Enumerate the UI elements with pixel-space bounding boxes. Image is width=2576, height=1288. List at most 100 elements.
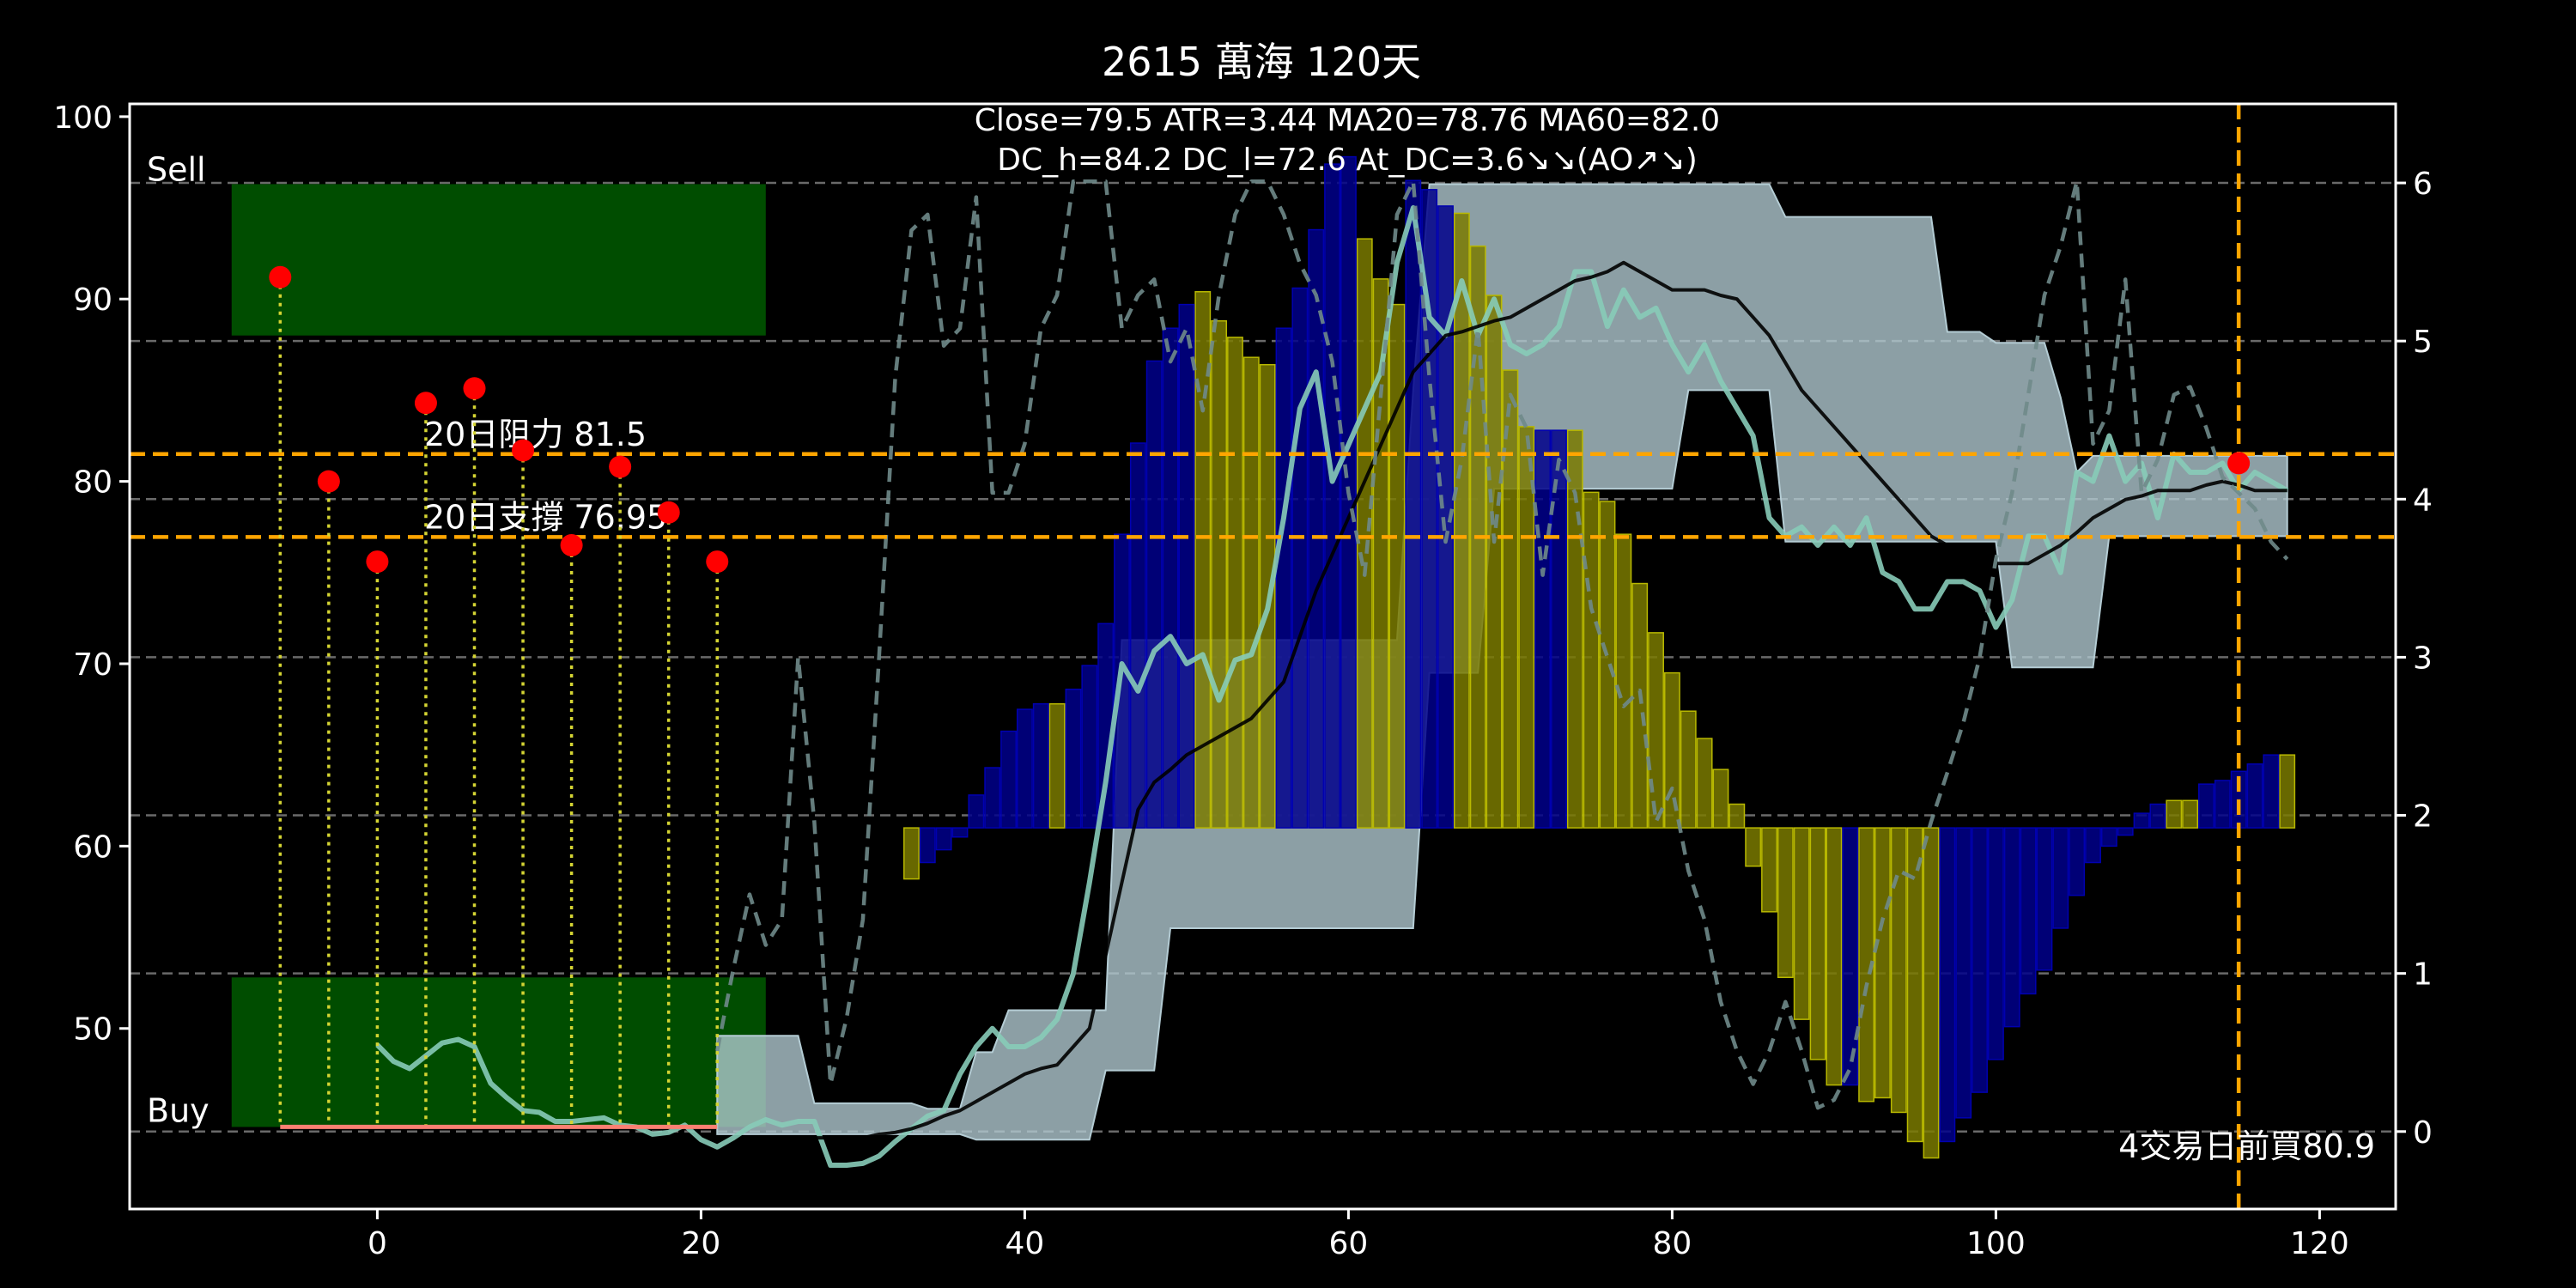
oscillator-bar: [1178, 303, 1195, 829]
oscillator-bar: [2133, 812, 2150, 829]
oscillator-bar: [903, 827, 920, 880]
signal-point: [657, 501, 680, 524]
oscillator-bar: [2149, 803, 2166, 829]
y-tick-label: 60: [73, 829, 112, 865]
y2-tick-label: 6: [2413, 167, 2433, 202]
oscillator-bar: [1712, 769, 1729, 829]
subtitle: Close=79.5 ATR=3.44 MA20=78.76 MA60=82.0: [975, 103, 1720, 138]
oscillator-bar: [1648, 632, 1664, 829]
oscillator-bar: [2117, 827, 2134, 836]
x-tick-label: 80: [1652, 1226, 1692, 1261]
y-tick-label: 100: [53, 100, 112, 136]
oscillator-bar: [1275, 327, 1292, 829]
oscillator-bar: [1728, 803, 1746, 829]
signal-point: [609, 455, 632, 478]
oscillator-bar: [2020, 827, 2037, 995]
x-tick-label: 120: [2290, 1226, 2349, 1261]
signal-point: [317, 470, 340, 493]
oscillator-bar: [1388, 303, 1406, 829]
oscillator-bar: [1858, 827, 1875, 1103]
oscillator-bar: [1437, 205, 1454, 829]
y2-tick-label: 0: [2413, 1115, 2433, 1151]
oscillator-bar: [1826, 827, 1843, 1086]
signal-point: [414, 392, 437, 415]
zone-label: Sell: [147, 150, 206, 188]
oscillator-bar: [1453, 212, 1470, 829]
oscillator-bar: [1065, 688, 1082, 829]
y2-tick-label: 3: [2413, 641, 2433, 676]
oscillator-bar: [1761, 827, 1777, 913]
oscillator-bar: [1194, 290, 1212, 829]
oscillator-bar: [1081, 665, 1098, 829]
x-tick-label: 60: [1328, 1226, 1368, 1261]
signal-point: [560, 533, 583, 556]
subtitle: DC_h=84.2 DC_l=72.6 At_DC=3.6↘↘(AO↗↘): [997, 143, 1698, 178]
oscillator-bar: [1000, 730, 1017, 829]
y2-tick-label: 1: [2413, 957, 2433, 993]
oscillator-bar: [1502, 369, 1519, 829]
oscillator-bar: [1745, 827, 1762, 867]
signal-point: [512, 439, 535, 462]
level-label: 20日阻力 81.5: [424, 416, 647, 453]
oscillator-bar: [2246, 763, 2263, 829]
chart-title: 2615 萬海 120天: [1102, 39, 1421, 85]
signal-point: [269, 265, 292, 289]
plot-layer: 20日阻力 81.5 20日支撐 76.95 Sell Buy 4交易日前買80.9 0 2…: [53, 100, 2433, 1261]
oscillator-bar: [1129, 442, 1146, 829]
oscillator-bar: [968, 794, 985, 829]
last-signal-point: [2227, 452, 2251, 475]
oscillator-bar: [951, 827, 969, 838]
oscillator-bar: [1162, 327, 1179, 829]
y-tick-label: 50: [73, 1012, 112, 1048]
oscillator-bar: [1534, 429, 1552, 829]
oscillator-bar: [1485, 295, 1503, 829]
oscillator-bar: [1890, 827, 1907, 1114]
oscillator-bar: [935, 827, 952, 851]
oscillator-bar: [1551, 429, 1567, 829]
y-tick-label: 90: [73, 283, 112, 318]
line-series: [715, 179, 2289, 1110]
oscillator-bar: [1032, 702, 1049, 829]
oscillator-bar: [1583, 491, 1600, 829]
oscillator-bar: [1227, 337, 1243, 829]
signal-point: [706, 550, 729, 574]
oscillator-bar: [1048, 702, 1066, 829]
oscillator-bar: [984, 767, 1001, 829]
oscillator-bar: [1696, 738, 1713, 829]
note: 4交易日前買80.9: [2118, 1127, 2375, 1165]
oscillator-bar: [1599, 501, 1616, 829]
oscillator-bar: [919, 827, 936, 864]
oscillator-bar: [1615, 533, 1632, 829]
y2-tick-label: 5: [2413, 325, 2433, 360]
zone-label: Buy: [147, 1091, 210, 1129]
oscillator-bar: [1874, 827, 1891, 1099]
oscillator-bar: [2263, 754, 2280, 829]
oscillator-bar: [1923, 827, 1940, 1159]
oscillator-bar: [2036, 827, 2053, 971]
oscillator-bar: [2085, 827, 2101, 864]
x-tick-label: 20: [681, 1226, 720, 1261]
y2-tick-label: 4: [2413, 483, 2433, 518]
x-tick-label: 0: [368, 1226, 387, 1261]
x-tick-label: 100: [1966, 1226, 2026, 1261]
oscillator-bar: [1356, 238, 1373, 829]
oscillator-bar: [1777, 827, 1794, 979]
oscillator-bar: [2214, 780, 2231, 829]
oscillator-bar: [1987, 827, 2004, 1060]
zone: [231, 184, 766, 336]
oscillator-bar: [1291, 287, 1309, 829]
oscillator-bar: [1939, 827, 1956, 1143]
oscillator-bar: [1793, 827, 1810, 1020]
oscillator-bar: [2100, 827, 2117, 848]
zone: [231, 977, 766, 1127]
oscillator-bar: [2279, 754, 2296, 829]
oscillator-bar: [1211, 319, 1228, 829]
oscillator-bar: [2182, 799, 2199, 829]
oscillator-bar: [1809, 827, 1826, 1060]
y2-tick-label: 2: [2413, 799, 2433, 835]
signal-point: [366, 550, 389, 574]
oscillator-bar: [1016, 708, 1033, 829]
y-tick-label: 80: [73, 465, 112, 501]
line-series: [814, 260, 2287, 1140]
